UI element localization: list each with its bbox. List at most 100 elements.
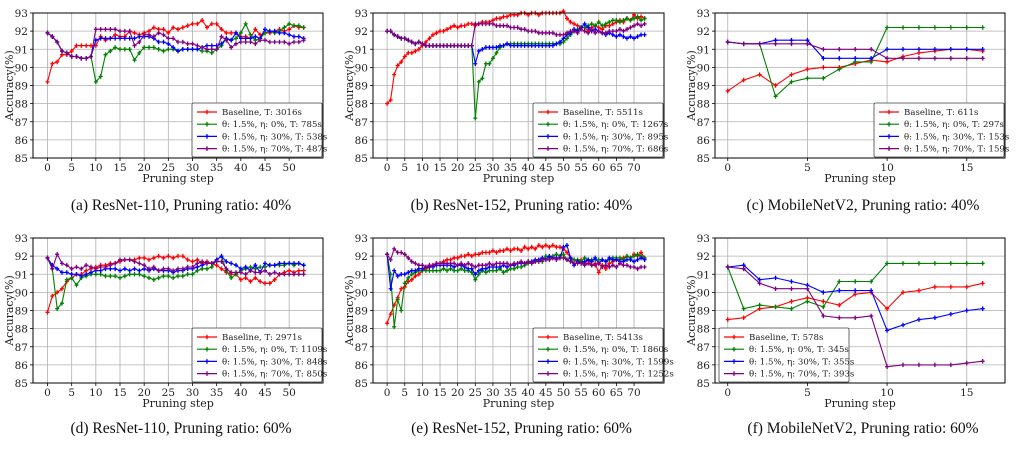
data-point bbox=[277, 39, 282, 45]
data-point bbox=[805, 75, 810, 81]
data-point bbox=[547, 30, 552, 36]
data-point bbox=[964, 56, 969, 61]
data-point bbox=[512, 43, 517, 48]
data-point bbox=[79, 266, 84, 272]
data-point bbox=[508, 262, 513, 268]
data-point bbox=[60, 48, 64, 54]
y-tick-label: 86 bbox=[355, 135, 369, 147]
data-point bbox=[607, 255, 612, 261]
y-tick-label: 85 bbox=[355, 153, 368, 165]
data-point bbox=[805, 299, 810, 304]
x-tick-label: 0 bbox=[724, 162, 731, 174]
data-point bbox=[142, 45, 147, 50]
series-0 bbox=[385, 242, 647, 326]
data-point bbox=[501, 14, 506, 19]
data-point bbox=[147, 266, 151, 272]
x-tick-label: 60 bbox=[592, 387, 605, 399]
data-point bbox=[821, 46, 826, 52]
data-point bbox=[409, 277, 414, 282]
data-point bbox=[621, 34, 626, 39]
data-point bbox=[508, 43, 513, 48]
data-point bbox=[423, 264, 428, 270]
data-point bbox=[118, 36, 122, 41]
y-tick-label: 87 bbox=[355, 342, 368, 354]
data-point bbox=[385, 252, 390, 257]
data-point bbox=[483, 21, 488, 27]
data-point bbox=[438, 28, 443, 34]
legend-marker bbox=[205, 134, 209, 139]
legend-entry: θ: 1.5%, η: 70%, T: 850s bbox=[197, 370, 327, 380]
data-point bbox=[466, 252, 471, 257]
data-point bbox=[980, 46, 985, 52]
data-point bbox=[50, 266, 55, 272]
data-point bbox=[980, 261, 985, 266]
data-point bbox=[409, 50, 414, 56]
chart-panel-f: 0 5 10 15 85 86 87 88 89 90 91 92 93 Pruning step Accu… bbox=[685, 233, 1006, 437]
data-point bbox=[416, 39, 421, 45]
data-point bbox=[272, 270, 277, 275]
data-point bbox=[455, 268, 460, 273]
y-tick-label: 91 bbox=[355, 44, 368, 56]
legend-label: Baseline, T: 5511s bbox=[563, 108, 643, 118]
data-point bbox=[614, 264, 619, 270]
data-point bbox=[64, 262, 69, 268]
data-point bbox=[459, 253, 464, 259]
data-point bbox=[821, 56, 826, 61]
data-point bbox=[248, 268, 253, 273]
data-point bbox=[635, 257, 640, 263]
data-point bbox=[522, 43, 527, 48]
legend-label: θ: 1.5%, η: 0%, T: 1267s bbox=[563, 120, 668, 130]
data-point bbox=[277, 261, 282, 266]
data-point bbox=[526, 28, 531, 34]
data-point bbox=[161, 255, 166, 261]
data-point bbox=[166, 30, 171, 36]
data-point bbox=[789, 72, 794, 77]
data-point bbox=[632, 253, 637, 259]
data-point bbox=[166, 41, 171, 47]
data-point bbox=[200, 17, 205, 23]
data-point bbox=[741, 77, 746, 83]
x-tick-label: 5 bbox=[401, 387, 408, 399]
data-point bbox=[916, 362, 921, 368]
data-point bbox=[103, 36, 108, 41]
data-point bbox=[430, 262, 435, 268]
data-point bbox=[238, 30, 243, 36]
data-point bbox=[69, 271, 74, 277]
data-point bbox=[529, 28, 534, 34]
chart-panel-d: 0 5 10 15 20 25 30 35 40 45 50 85 86 87 88 89 90 91 92 93 Pr… bbox=[3, 233, 327, 437]
data-point bbox=[600, 257, 605, 263]
data-point bbox=[757, 302, 762, 308]
data-point bbox=[642, 264, 647, 270]
legend-label: θ: 1.5%, η: 70%, T: 393s bbox=[749, 370, 854, 380]
data-point bbox=[550, 242, 555, 248]
data-point bbox=[483, 61, 488, 67]
data-point bbox=[253, 262, 258, 268]
data-point bbox=[267, 262, 272, 268]
data-point bbox=[434, 43, 439, 48]
y-tick-label: 87 bbox=[15, 117, 28, 129]
x-tick-label: 10 bbox=[880, 162, 893, 174]
y-tick-label: 87 bbox=[697, 342, 710, 354]
data-point bbox=[725, 39, 730, 45]
data-point bbox=[287, 271, 292, 277]
data-point bbox=[494, 23, 499, 28]
data-point bbox=[277, 30, 282, 36]
data-point bbox=[455, 262, 460, 268]
data-point bbox=[614, 17, 619, 23]
data-point bbox=[557, 39, 562, 45]
data-point bbox=[399, 286, 404, 292]
data-point bbox=[593, 30, 598, 36]
chart-panel-a: 0 5 10 15 20 25 30 35 40 45 50 85 86 87 88 89 90 91 92 93 Pr… bbox=[3, 8, 327, 214]
data-point bbox=[388, 97, 393, 103]
legend-entry: Baseline, T: 5413s bbox=[538, 333, 643, 343]
series-3 bbox=[45, 252, 306, 277]
data-point bbox=[190, 271, 195, 277]
data-point bbox=[473, 115, 478, 121]
data-point bbox=[610, 28, 615, 34]
legend-marker bbox=[887, 109, 891, 115]
data-point bbox=[490, 45, 495, 50]
series-3 bbox=[385, 246, 647, 272]
data-point bbox=[409, 259, 414, 264]
legend-marker bbox=[546, 134, 550, 139]
x-tick-label: 40 bbox=[522, 387, 535, 399]
